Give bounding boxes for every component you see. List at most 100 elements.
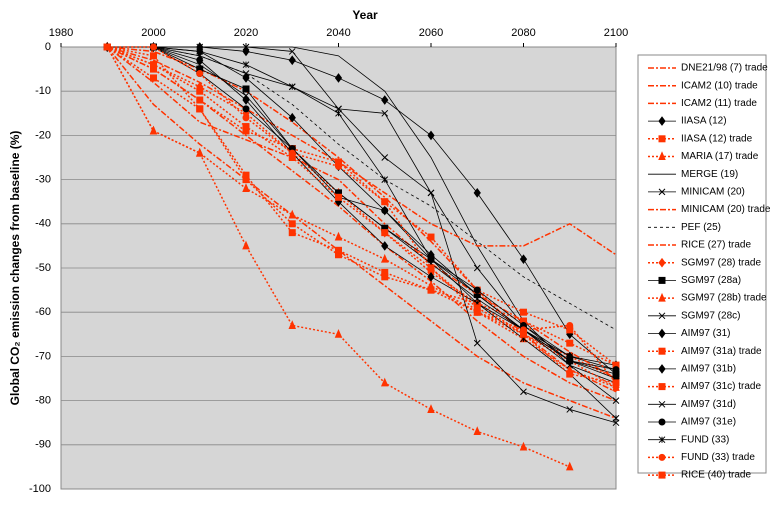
marker <box>427 255 435 263</box>
legend-label: PEF (25) <box>681 222 721 233</box>
marker <box>427 189 435 197</box>
y-tick-label: -90 <box>35 439 51 451</box>
marker <box>473 426 482 436</box>
marker <box>196 61 204 69</box>
marker <box>381 229 389 237</box>
marker <box>380 377 389 387</box>
legend-label: AIM97 (31d) <box>681 399 736 410</box>
marker <box>242 95 250 105</box>
legend-label: AIM97 (31a) trade <box>681 346 762 357</box>
marker <box>195 147 204 157</box>
marker <box>149 125 158 135</box>
marker <box>427 264 435 272</box>
series <box>107 46 617 393</box>
x-tick-label: 2100 <box>604 27 628 39</box>
series-line <box>106 46 617 384</box>
marker <box>473 264 481 272</box>
legend-label: AIM97 (31b) <box>681 364 736 375</box>
marker <box>288 229 296 237</box>
marker <box>242 43 250 51</box>
legend-label: MINICAM (20) <box>681 187 745 198</box>
marker <box>520 330 527 338</box>
marker <box>380 253 389 263</box>
marker <box>242 171 250 179</box>
series <box>106 46 617 419</box>
marker <box>288 112 296 123</box>
series-line <box>107 46 617 371</box>
legend-marker <box>658 364 666 374</box>
marker <box>242 240 250 250</box>
marker <box>196 96 204 104</box>
legend-marker <box>658 257 666 268</box>
marker <box>520 308 527 316</box>
legend-marker <box>658 276 666 284</box>
legend-marker <box>658 135 666 143</box>
y-tick-label: -70 <box>35 350 51 362</box>
marker <box>335 193 342 201</box>
series <box>103 41 574 471</box>
marker <box>566 357 574 365</box>
series-line <box>106 46 617 388</box>
marker <box>196 48 204 55</box>
marker <box>288 55 296 66</box>
marker <box>150 74 157 82</box>
marker <box>242 114 250 122</box>
marker <box>381 241 389 251</box>
legend-label: IIASA (12) <box>681 116 727 127</box>
marker <box>566 321 574 329</box>
legend-label: MERGE (19) <box>681 169 738 180</box>
marker <box>381 95 389 105</box>
marker <box>196 87 204 95</box>
marker <box>288 48 296 55</box>
marker <box>381 268 389 276</box>
marker <box>565 461 574 471</box>
legend-label: AIM97 (31e) <box>681 417 736 428</box>
series <box>103 43 620 427</box>
series-line <box>107 46 617 401</box>
legend-marker <box>658 436 666 444</box>
legend-label: ICAM2 (11) trade <box>681 98 757 109</box>
marker <box>196 105 204 113</box>
legend-marker <box>658 453 666 461</box>
marker <box>335 109 342 117</box>
marker <box>242 85 250 93</box>
marker <box>288 154 296 161</box>
legend-label: FUND (33) <box>681 434 729 445</box>
legend-marker <box>658 151 666 160</box>
marker <box>473 304 481 312</box>
y-tick-label: 0 <box>45 41 51 53</box>
x-tick-label: 2040 <box>326 27 350 39</box>
marker <box>566 406 574 413</box>
series <box>107 46 617 256</box>
legend-label: MARIA (17) trade <box>681 151 759 162</box>
y-tick-label: -20 <box>35 129 51 141</box>
y-tick-label: -30 <box>35 174 51 186</box>
y-tick-label: -10 <box>35 85 51 97</box>
legend-marker <box>658 347 666 355</box>
marker <box>288 83 296 91</box>
marker <box>381 154 389 161</box>
legend-label: ICAM2 (10) trade <box>681 80 758 91</box>
legend-label: FUND (33) trade <box>681 452 755 463</box>
marker <box>288 209 297 219</box>
marker <box>519 441 528 451</box>
marker <box>427 404 435 413</box>
legend-label: AIM97 (31) <box>681 328 730 339</box>
legend-marker <box>658 116 666 126</box>
x-tick-label: 1980 <box>49 27 73 39</box>
marker <box>427 272 435 282</box>
x-tick-label: 2000 <box>141 27 165 39</box>
marker <box>242 73 250 83</box>
series-line <box>107 46 617 331</box>
series <box>107 46 617 331</box>
marker <box>519 254 528 264</box>
series-line <box>107 46 617 424</box>
legend-marker <box>658 383 666 391</box>
marker <box>242 92 250 99</box>
marker <box>242 105 250 113</box>
legend-label: AIM97 (31c) trade <box>681 381 761 392</box>
marker <box>381 109 389 117</box>
marker <box>334 73 343 83</box>
marker <box>612 397 620 404</box>
